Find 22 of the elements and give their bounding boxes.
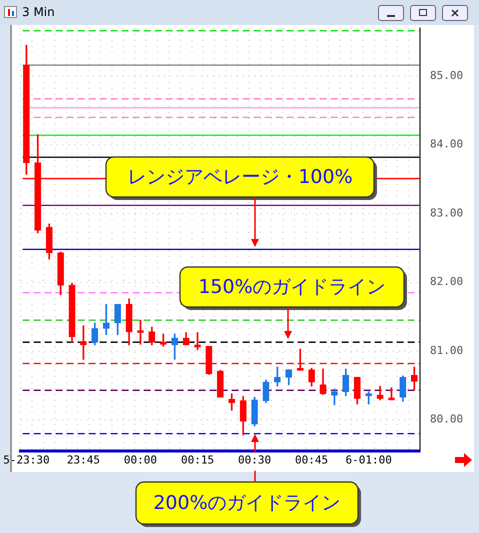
y-tick-label: 83.00 bbox=[430, 206, 464, 220]
candlestick bbox=[388, 387, 395, 400]
x-tick-label: 00:30 bbox=[238, 453, 272, 466]
y-tick-label: 82.00 bbox=[430, 275, 464, 288]
annotation: 150%のガイドライン bbox=[198, 276, 386, 298]
candlestick bbox=[137, 320, 144, 345]
chart-title: 3 Min bbox=[22, 5, 55, 19]
annotation: レンジアベレージ・100% bbox=[127, 166, 353, 188]
x-tick-label: 00:00 bbox=[124, 453, 158, 466]
x-tick-label: 00:45 bbox=[295, 453, 328, 466]
y-tick-label: 81.00 bbox=[430, 344, 464, 357]
y-tick-label: 80.00 bbox=[430, 412, 464, 426]
x-tick-label: 00:15 bbox=[180, 453, 214, 466]
candlestick bbox=[331, 388, 338, 406]
x-tick-label: 6-01:00 bbox=[345, 453, 392, 466]
candlestick bbox=[80, 325, 87, 360]
y-tick-label: 85.00 bbox=[430, 68, 464, 82]
candlestick bbox=[194, 332, 201, 350]
y-tick-label: 84.00 bbox=[430, 138, 464, 151]
text: 200%のガイドライン bbox=[153, 492, 341, 514]
x-tick-label: 5-23:30 bbox=[3, 453, 50, 466]
x-tick-label: 23:45 bbox=[66, 453, 100, 466]
